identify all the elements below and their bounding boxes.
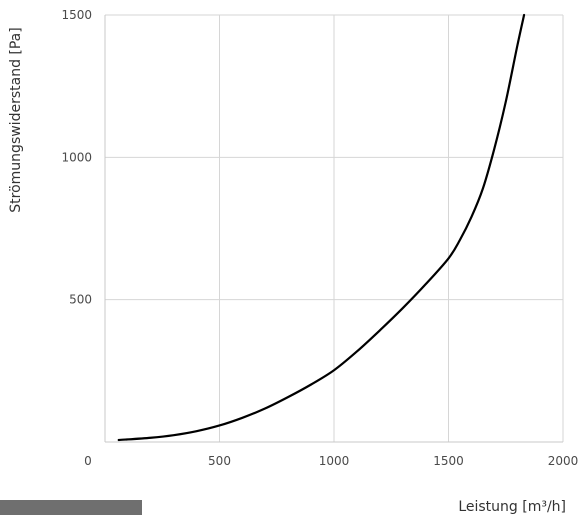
y-axis-title: Strömungswiderstand [Pa] [8, 27, 24, 212]
series-line-0 [117, 13, 526, 442]
x-tick-label-1: 500 [208, 454, 231, 468]
series-layer [117, 13, 526, 442]
axes [104, 15, 563, 443]
tick-labels: 0 500 1000 1500 2000 500 1000 1500 [61, 8, 578, 468]
x-axis-title: Leistung [m³/h] [458, 499, 566, 515]
x-tick-label-2: 1000 [319, 454, 350, 468]
x-tick-label-4: 2000 [548, 454, 578, 468]
y-tick-label-0: 500 [69, 293, 92, 307]
x-tick-label-3: 1500 [433, 454, 464, 468]
decorative-bar [0, 500, 142, 515]
y-tick-label-2: 1500 [61, 8, 92, 22]
grid [105, 14, 564, 442]
y-tick-label-1: 1000 [61, 150, 92, 164]
x-tick-label-0: 0 [84, 454, 92, 468]
